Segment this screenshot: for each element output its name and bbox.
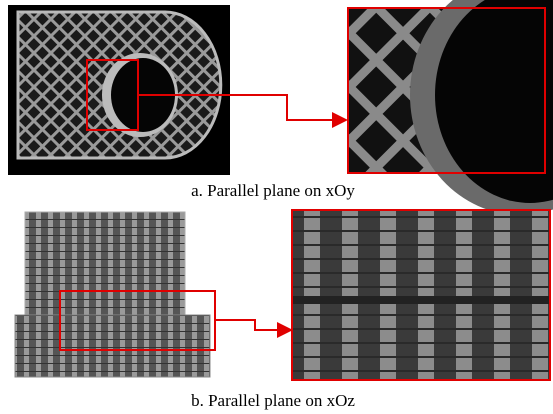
figure: a. Parallel plane on xOy b. Parallel pla… [0, 0, 553, 414]
caption: b. Parallel plane on xOz [191, 391, 355, 410]
xoy-image [8, 5, 230, 175]
xoz-zoom [292, 210, 550, 380]
arrow [215, 320, 291, 330]
caption: a. Parallel plane on xOy [191, 181, 355, 200]
xoy-zoom [348, 0, 553, 215]
xoz-image [10, 205, 215, 380]
